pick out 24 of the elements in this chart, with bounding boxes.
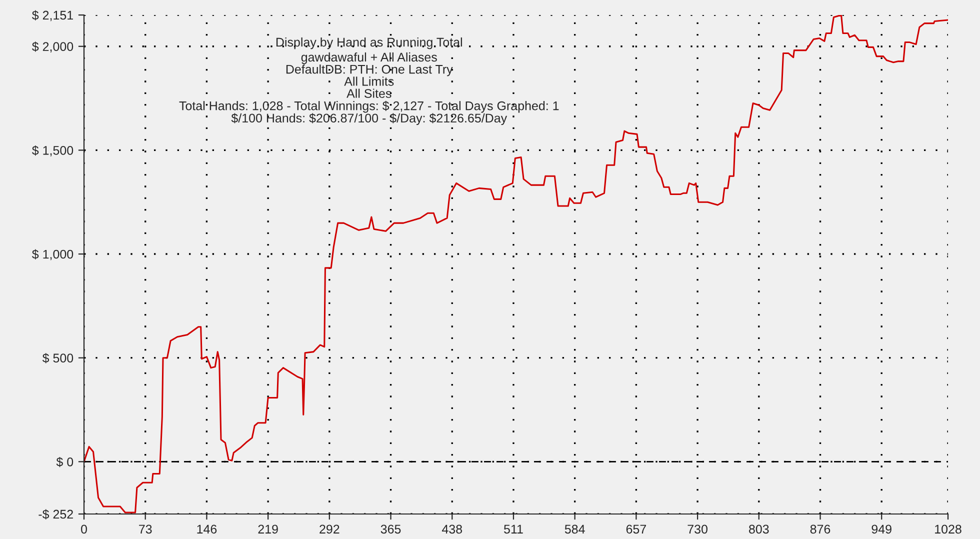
x-tick-label: 365 bbox=[380, 524, 401, 534]
y-tick-label: $ 1,000 bbox=[32, 249, 74, 260]
x-tick-label: 146 bbox=[197, 524, 217, 534]
x-tick-label: 1028 bbox=[935, 524, 962, 534]
x-tick-label: 949 bbox=[872, 524, 892, 534]
x-tick-label: 0 bbox=[81, 524, 87, 534]
x-tick-label: 657 bbox=[626, 524, 646, 534]
y-tick-label: $ 0 bbox=[56, 456, 74, 468]
y-tick-label: $ 2,151 bbox=[32, 10, 73, 22]
x-tick-label: 730 bbox=[688, 524, 708, 534]
y-tick-label: $ 1,500 bbox=[32, 145, 74, 156]
x-tick-label: 803 bbox=[749, 524, 769, 534]
x-tick-label: 292 bbox=[320, 524, 340, 534]
x-tick-label: 584 bbox=[564, 524, 585, 534]
x-tick-label: 219 bbox=[258, 524, 278, 534]
text: Display by Hand as Running Total bbox=[276, 37, 462, 50]
y-tick-label: $ 500 bbox=[42, 353, 74, 364]
x-tick-label: 438 bbox=[442, 524, 462, 534]
y-tick-label: $ 2,000 bbox=[32, 42, 74, 52]
x-tick-label: 511 bbox=[504, 524, 523, 534]
y-tick-label: -$ 252 bbox=[38, 509, 73, 520]
x-tick-label: 73 bbox=[139, 524, 152, 534]
text: gawdawaful + All Aliases DefaultDB: PTH: One Last Try All Limits All Sites Total Hands: 1,028 - Total Winnings: $ 2,127 - Total Days Graphed: 1 $/100 Hands: $206.87/100 - $/Day: $2126.65/Day bbox=[179, 52, 559, 126]
x-tick-label: 876 bbox=[810, 524, 830, 534]
